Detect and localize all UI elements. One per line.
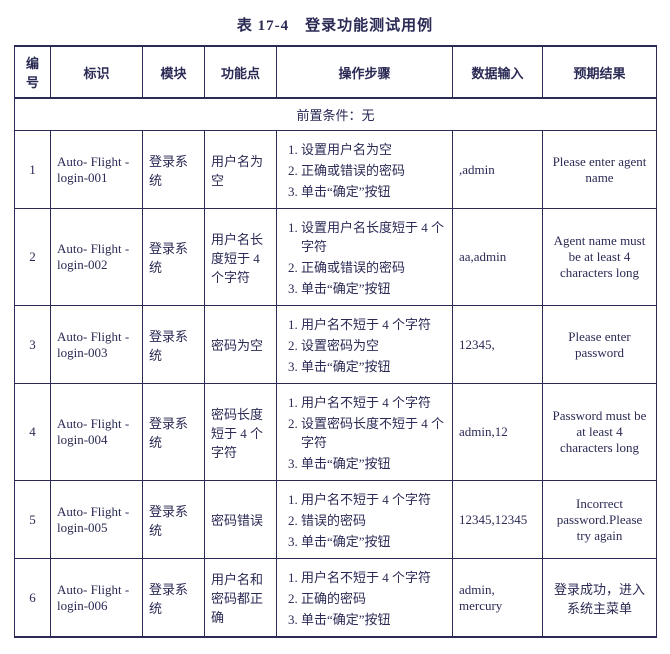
table-row: 6Auto- Flight -login-006登录系统用户名和密码都正确用户名…	[15, 559, 657, 638]
cell-id: Auto- Flight -login-001	[51, 131, 143, 209]
step-item: 错误的密码	[301, 510, 446, 529]
cell-steps: 设置用户名为空正确或错误的密码单击“确定”按钮	[277, 131, 453, 209]
step-item: 单击“确定”按钮	[301, 453, 446, 472]
cell-expect: 登录成功，进入系统主菜单	[543, 559, 657, 638]
col-header: 模块	[143, 46, 205, 98]
cell-no: 1	[15, 131, 51, 209]
cell-steps: 用户名不短于 4 个字符设置密码为空单击“确定”按钮	[277, 306, 453, 384]
step-item: 设置用户名为空	[301, 139, 446, 158]
cell-module: 登录系统	[143, 131, 205, 209]
step-item: 正确或错误的密码	[301, 160, 446, 179]
cell-id: Auto- Flight -login-004	[51, 384, 143, 481]
cell-steps: 用户名不短于 4 个字符错误的密码单击“确定”按钮	[277, 481, 453, 559]
col-header: 预期结果	[543, 46, 657, 98]
cell-func: 密码为空	[205, 306, 277, 384]
step-item: 用户名不短于 4 个字符	[301, 392, 446, 411]
col-header: 功能点	[205, 46, 277, 98]
cell-module: 登录系统	[143, 559, 205, 638]
precondition-cell: 前置条件：无	[15, 98, 657, 131]
cell-func: 用户名和密码都正确	[205, 559, 277, 638]
table-header-row: 编号 标识 模块 功能点 操作步骤 数据输入 预期结果	[15, 46, 657, 98]
step-item: 用户名不短于 4 个字符	[301, 567, 446, 586]
cell-steps: 用户名不短于 4 个字符设置密码长度不短于 4 个字符单击“确定”按钮	[277, 384, 453, 481]
step-item: 设置密码为空	[301, 335, 446, 354]
cell-no: 4	[15, 384, 51, 481]
step-item: 正确的密码	[301, 588, 446, 607]
cell-module: 登录系统	[143, 306, 205, 384]
cell-input: ,admin	[453, 131, 543, 209]
step-item: 设置用户名长度短于 4 个字符	[301, 217, 446, 255]
table-row: 5Auto- Flight -login-005登录系统密码错误用户名不短于 4…	[15, 481, 657, 559]
cell-id: Auto- Flight -login-005	[51, 481, 143, 559]
cell-func: 密码长度短于 4 个字符	[205, 384, 277, 481]
cell-input: 12345,	[453, 306, 543, 384]
step-item: 单击“确定”按钮	[301, 356, 446, 375]
cell-id: Auto- Flight -login-006	[51, 559, 143, 638]
cell-expect: Incorrect password.Please try again	[543, 481, 657, 559]
table-row: 4Auto- Flight -login-004登录系统密码长度短于 4 个字符…	[15, 384, 657, 481]
cell-module: 登录系统	[143, 384, 205, 481]
cell-input: aa,admin	[453, 209, 543, 306]
step-item: 设置密码长度不短于 4 个字符	[301, 413, 446, 451]
cell-input: admin, mercury	[453, 559, 543, 638]
step-item: 用户名不短于 4 个字符	[301, 489, 446, 508]
step-item: 单击“确定”按钮	[301, 609, 446, 628]
cell-expect: Agent name must be at least 4 characters…	[543, 209, 657, 306]
col-header: 编号	[15, 46, 51, 98]
cell-no: 5	[15, 481, 51, 559]
cell-input: admin,12	[453, 384, 543, 481]
step-item: 单击“确定”按钮	[301, 181, 446, 200]
table-row: 3Auto- Flight -login-003登录系统密码为空用户名不短于 4…	[15, 306, 657, 384]
testcase-table: 编号 标识 模块 功能点 操作步骤 数据输入 预期结果 前置条件：无 1Auto…	[14, 45, 657, 638]
cell-no: 6	[15, 559, 51, 638]
cell-steps: 用户名不短于 4 个字符正确的密码单击“确定”按钮	[277, 559, 453, 638]
cell-no: 2	[15, 209, 51, 306]
cell-no: 3	[15, 306, 51, 384]
table-row: 2Auto- Flight -login-002登录系统用户名长度短于 4 个字…	[15, 209, 657, 306]
step-item: 正确或错误的密码	[301, 257, 446, 276]
cell-func: 用户名为空	[205, 131, 277, 209]
cell-expect: Password must be at least 4 characters l…	[543, 384, 657, 481]
cell-func: 密码错误	[205, 481, 277, 559]
step-item: 单击“确定”按钮	[301, 278, 446, 297]
cell-expect: Please enter password	[543, 306, 657, 384]
step-item: 单击“确定”按钮	[301, 531, 446, 550]
cell-steps: 设置用户名长度短于 4 个字符正确或错误的密码单击“确定”按钮	[277, 209, 453, 306]
cell-id: Auto- Flight -login-002	[51, 209, 143, 306]
cell-expect: Please enter agent name	[543, 131, 657, 209]
precondition-row: 前置条件：无	[15, 98, 657, 131]
col-header: 标识	[51, 46, 143, 98]
table-row: 1Auto- Flight -login-001登录系统用户名为空设置用户名为空…	[15, 131, 657, 209]
table-title: 表 17-4 登录功能测试用例	[14, 14, 656, 35]
col-header: 数据输入	[453, 46, 543, 98]
cell-id: Auto- Flight -login-003	[51, 306, 143, 384]
cell-module: 登录系统	[143, 481, 205, 559]
step-item: 用户名不短于 4 个字符	[301, 314, 446, 333]
cell-func: 用户名长度短于 4 个字符	[205, 209, 277, 306]
cell-module: 登录系统	[143, 209, 205, 306]
cell-input: 12345,12345	[453, 481, 543, 559]
col-header: 操作步骤	[277, 46, 453, 98]
